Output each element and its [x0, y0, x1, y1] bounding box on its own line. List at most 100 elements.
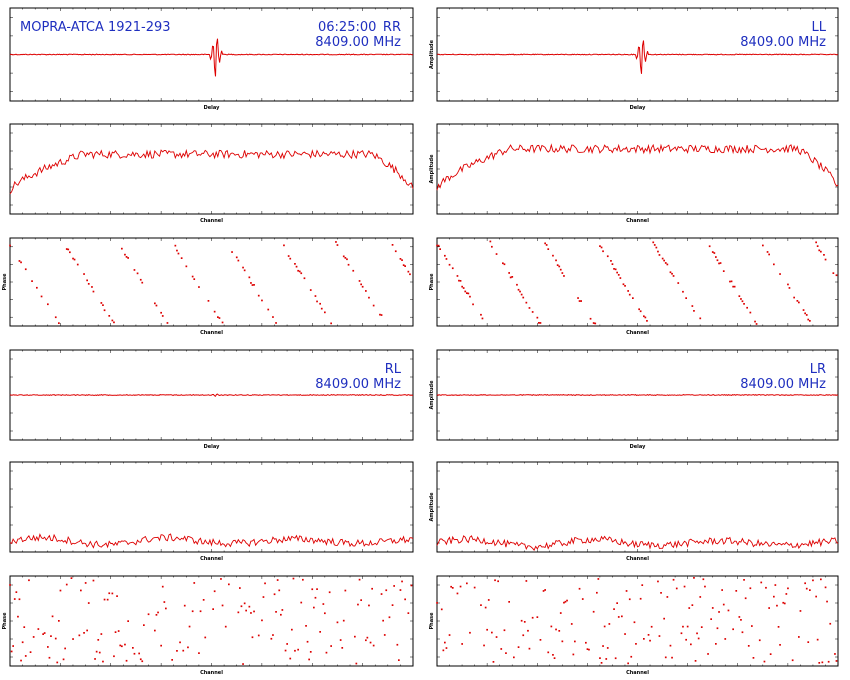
phase-point	[436, 602, 438, 604]
phase-point	[69, 251, 71, 254]
phase-point	[798, 636, 800, 638]
plot-frame	[9, 123, 414, 215]
delay-trace	[9, 38, 414, 77]
panel-ll-phase: Channel Phase	[429, 237, 839, 336]
phase-point	[804, 582, 806, 585]
delay-trace	[9, 393, 414, 397]
phase-point	[29, 651, 32, 653]
phase-point	[807, 641, 810, 643]
delay-trace	[436, 40, 839, 74]
phase-point	[702, 578, 705, 581]
phase-point	[31, 280, 33, 282]
phase-point	[816, 638, 819, 641]
phase-point	[605, 658, 608, 660]
phase-point	[700, 626, 703, 628]
phase-point	[270, 637, 273, 640]
x-axis-label: Delay	[204, 444, 220, 450]
phase-point	[336, 244, 339, 246]
phase-point	[410, 584, 413, 587]
phase-point	[580, 300, 582, 302]
panel-lr-phase: Channel Phase	[429, 575, 839, 676]
phase-point	[388, 616, 391, 619]
phase-point	[572, 653, 575, 656]
phase-point	[91, 286, 93, 288]
phase-point	[671, 272, 673, 275]
phase-point	[154, 302, 156, 305]
x-axis-label: Channel	[200, 218, 223, 224]
phase-point	[445, 258, 448, 260]
phase-point	[355, 662, 358, 665]
phase-point	[686, 625, 689, 628]
phase-point	[250, 612, 252, 614]
phase-point	[812, 579, 814, 582]
phase-point	[42, 633, 44, 635]
phase-point	[37, 628, 40, 630]
polarization-label: RR	[383, 20, 401, 35]
phase-point	[685, 297, 687, 299]
phase-point	[357, 603, 359, 606]
phase-point	[330, 322, 332, 325]
phase-point	[741, 631, 744, 634]
tick-marks	[436, 576, 839, 666]
phase-point	[481, 317, 484, 320]
phase-point	[707, 653, 709, 655]
phase-point	[738, 295, 741, 297]
phase-point	[342, 619, 345, 622]
phase-point	[319, 302, 321, 305]
phase-point	[459, 585, 462, 588]
plot-frame	[9, 575, 414, 667]
phase-point	[519, 290, 521, 293]
phase-point	[437, 244, 440, 247]
phase-point	[207, 300, 210, 302]
phase-point	[578, 300, 581, 302]
phase-point	[715, 643, 717, 645]
phase-point	[177, 252, 180, 255]
phase-point	[603, 625, 606, 628]
phase-point	[664, 262, 667, 264]
phase-point	[28, 579, 30, 582]
phase-point	[328, 591, 331, 594]
phase-point	[729, 280, 731, 283]
phase-point	[708, 245, 711, 248]
phase-point	[722, 270, 725, 272]
phase-point	[505, 652, 507, 654]
phase-point	[542, 590, 545, 592]
amplitude-trace	[436, 535, 839, 551]
phase-point	[70, 577, 73, 579]
phase-point	[245, 609, 247, 612]
phase-point	[160, 311, 162, 314]
phase-point	[749, 311, 752, 314]
phase-point	[179, 641, 181, 644]
phase-point	[48, 656, 51, 659]
phase-point	[616, 271, 618, 274]
phase-point	[324, 311, 326, 314]
phase-point	[688, 607, 691, 609]
x-axis-label: Channel	[200, 670, 223, 676]
phase-point	[804, 312, 806, 315]
phase-point	[733, 285, 736, 288]
phase-point	[124, 253, 126, 256]
phase-point	[469, 631, 471, 634]
phase-point	[163, 601, 166, 603]
phase-point	[278, 589, 281, 592]
phase-point	[763, 660, 766, 663]
phase-point	[47, 303, 49, 306]
phase-point	[798, 301, 800, 304]
phase-point	[13, 598, 16, 600]
phase-point	[710, 618, 712, 620]
phase-point	[379, 313, 381, 316]
phase-point	[9, 584, 11, 586]
phase-point	[21, 641, 24, 644]
phase-point	[652, 241, 655, 244]
phase-point	[523, 621, 526, 623]
frequency-label: 8409.00 MHz	[315, 35, 401, 50]
phase-point	[827, 660, 830, 663]
phase-point	[574, 640, 576, 643]
phase-point	[92, 579, 95, 582]
phase-point	[732, 628, 734, 631]
phase-point	[747, 645, 750, 647]
phase-point	[630, 655, 633, 658]
phase-point	[251, 284, 254, 286]
phase-point	[284, 649, 287, 652]
phase-point	[73, 258, 76, 261]
